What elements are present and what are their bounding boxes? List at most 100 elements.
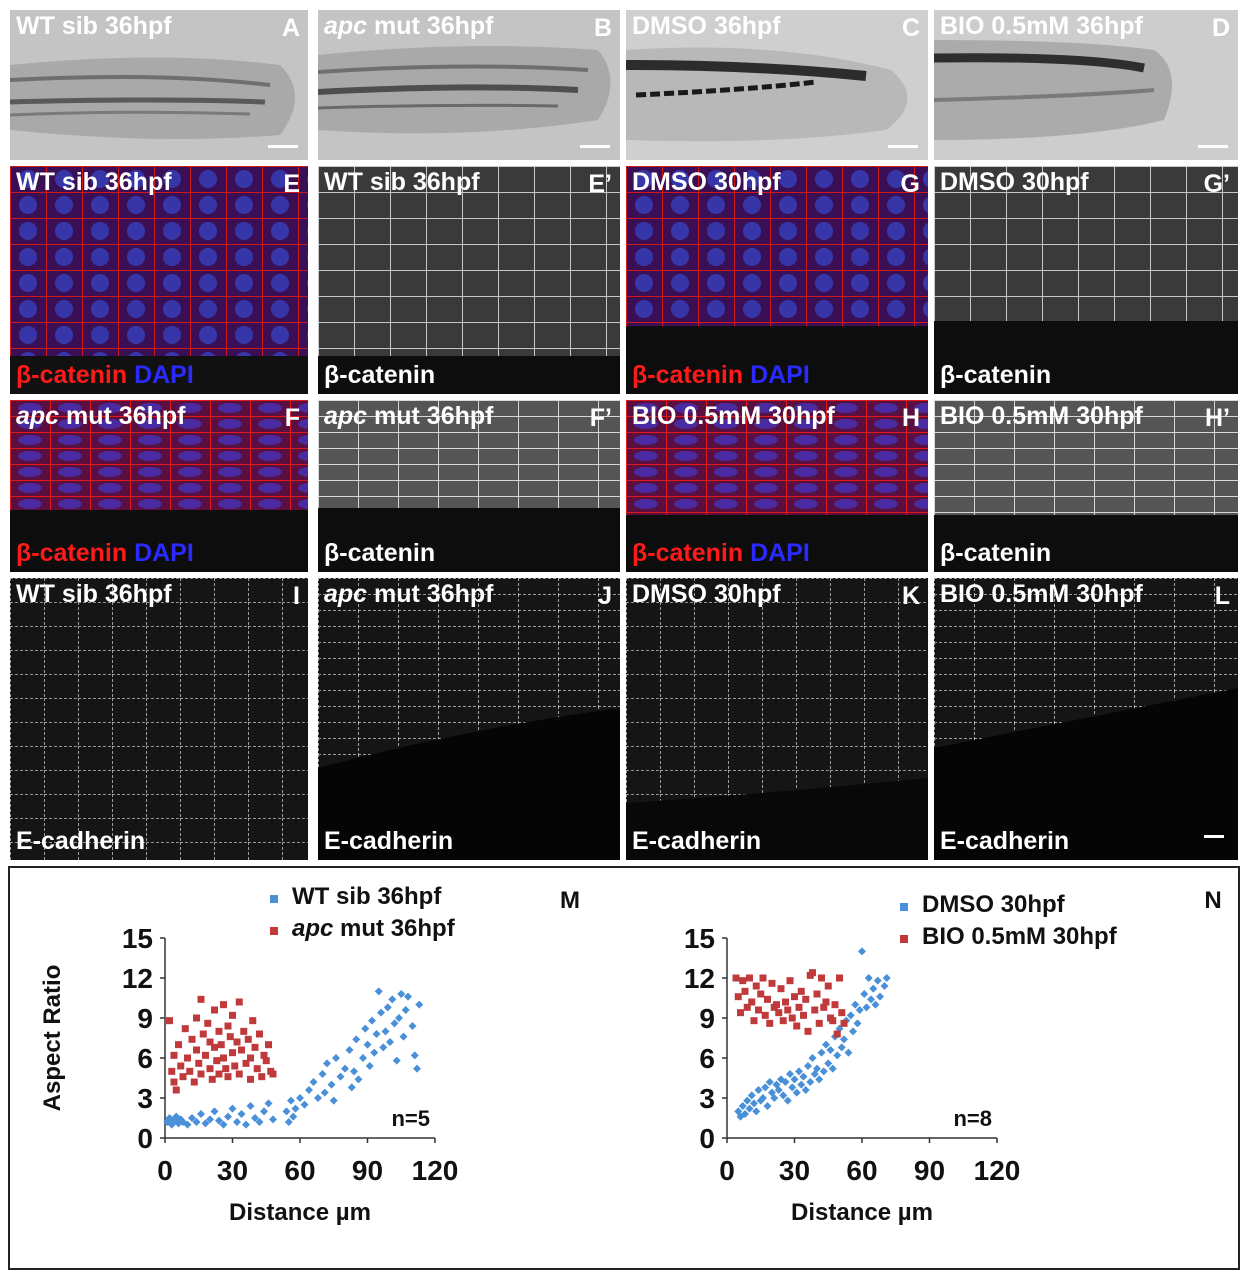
stain-label: E-cadherin — [16, 827, 146, 855]
panel-j: apc mut 36hpf J E-cadherin — [318, 578, 620, 860]
data-point — [797, 1080, 806, 1089]
scale-bar — [888, 145, 918, 148]
data-point — [388, 995, 397, 1004]
stain-label: β-catenin — [940, 539, 1052, 567]
data-point — [806, 1078, 815, 1086]
panel-letter: G — [900, 170, 920, 198]
panel-letter: J — [598, 582, 612, 610]
data-point — [314, 1094, 322, 1102]
data-point — [224, 1073, 232, 1081]
data-point — [213, 1057, 221, 1065]
data-point — [168, 1067, 176, 1075]
data-point — [184, 1054, 191, 1062]
tail-dic-image — [934, 10, 1238, 160]
panel-letter: E’ — [588, 170, 612, 198]
y-tick-label: 0 — [137, 1123, 153, 1154]
data-point — [765, 1078, 774, 1086]
panel-title: apc mut 36hpf — [324, 580, 494, 608]
data-point — [190, 1078, 198, 1086]
data-point — [408, 1022, 417, 1030]
data-point — [820, 1003, 828, 1011]
data-point — [748, 998, 756, 1006]
data-point — [233, 1118, 241, 1126]
data-point — [833, 1051, 842, 1060]
panel-letter: C — [901, 14, 920, 42]
data-point — [265, 1041, 272, 1049]
y-tick-label: 6 — [137, 1043, 153, 1074]
data-point — [228, 1104, 237, 1113]
data-point — [370, 1048, 379, 1057]
data-point — [779, 1091, 788, 1100]
data-point — [211, 1006, 218, 1014]
data-point — [756, 1096, 765, 1105]
data-point — [761, 1083, 770, 1092]
data-point — [201, 1119, 210, 1128]
data-point — [183, 1120, 192, 1129]
data-point — [795, 1003, 803, 1011]
panel-title: apc mut 36hpf — [324, 402, 494, 430]
legend-label: apc mut 36hpf — [292, 915, 456, 942]
data-point — [374, 987, 383, 996]
panel-f: apc mut 36hpf F β-catenin DAPI — [10, 400, 308, 572]
data-point — [249, 1017, 257, 1025]
data-point — [246, 1102, 255, 1110]
data-point — [873, 976, 882, 985]
data-point — [413, 1064, 421, 1073]
y-tick-label: 15 — [684, 923, 715, 954]
panel-letter: E — [283, 170, 300, 198]
data-point — [215, 1027, 223, 1035]
stain-label: β-catenin — [324, 361, 436, 389]
data-point — [206, 1038, 214, 1046]
data-point — [167, 1120, 176, 1129]
data-point — [777, 1075, 785, 1084]
data-point — [833, 1030, 841, 1038]
panel-letter: D — [1211, 14, 1230, 42]
data-point — [206, 1115, 214, 1124]
data-point — [368, 1016, 376, 1025]
data-point — [404, 992, 412, 1001]
data-point — [341, 1064, 349, 1073]
panel-letter: H’ — [1205, 404, 1230, 432]
data-point — [240, 1027, 248, 1035]
data-point — [383, 1003, 392, 1012]
data-point — [352, 1035, 361, 1044]
stain-label: E-cadherin — [632, 827, 762, 855]
data-point — [824, 982, 832, 990]
confocal-gray-image — [626, 578, 928, 860]
data-point — [746, 974, 753, 982]
legend-label: WT sib 36hpf — [292, 883, 442, 910]
scale-bar — [1204, 835, 1224, 838]
data-point — [734, 993, 742, 1001]
data-point — [220, 1054, 227, 1062]
data-point — [260, 1051, 268, 1059]
panel-letter: K — [901, 582, 920, 610]
data-point — [777, 985, 785, 993]
data-point — [747, 1091, 756, 1100]
data-point — [761, 1011, 769, 1019]
data-point — [822, 1040, 830, 1049]
data-point — [181, 1025, 189, 1033]
chart-n: 0 3 6 9 12 15 0 30 60 90 120 Distance µm Nn=8 DMSO 30… — [684, 887, 1222, 1226]
stain-label: β-catenin DAPI — [632, 539, 810, 567]
data-point — [215, 1070, 223, 1078]
data-point — [289, 1112, 298, 1121]
data-point — [415, 1000, 424, 1009]
data-point — [247, 1054, 254, 1062]
chart-m: 0 3 6 9 12 15 0 30 60 90 120 Distance µm Aspect Rati… — [39, 883, 580, 1226]
y-tick-label: 12 — [122, 963, 153, 994]
data-point — [864, 974, 873, 982]
data-point — [170, 1078, 178, 1086]
data-point — [755, 1006, 762, 1014]
data-point — [269, 1070, 277, 1078]
data-point — [197, 995, 205, 1003]
data-point — [768, 979, 776, 987]
data-point — [788, 1083, 797, 1092]
data-point — [219, 1120, 228, 1129]
data-point — [332, 1054, 340, 1062]
data-point — [783, 1096, 792, 1105]
stain-label: E-cadherin — [940, 827, 1070, 855]
x-tick-label: 90 — [352, 1155, 383, 1186]
data-point — [743, 1003, 751, 1011]
data-point — [739, 977, 747, 985]
panel-i: WT sib 36hpf I E-cadherin — [10, 578, 308, 860]
